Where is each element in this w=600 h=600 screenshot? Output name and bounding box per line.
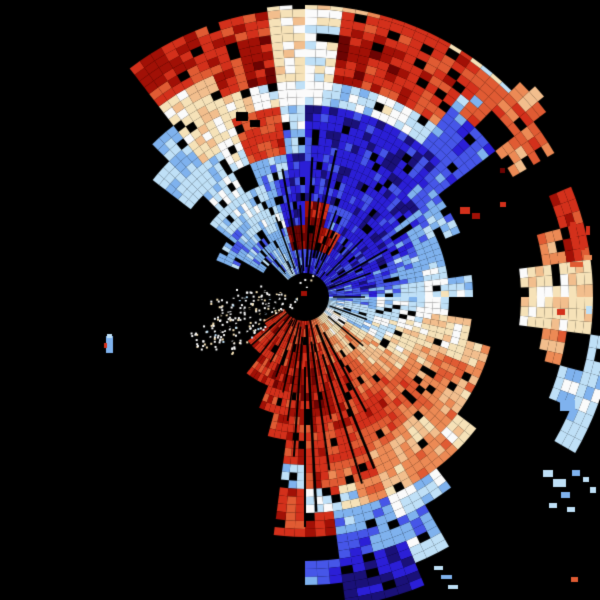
radar-velocity-canvas bbox=[0, 0, 600, 600]
radar-velocity-display bbox=[0, 0, 600, 600]
